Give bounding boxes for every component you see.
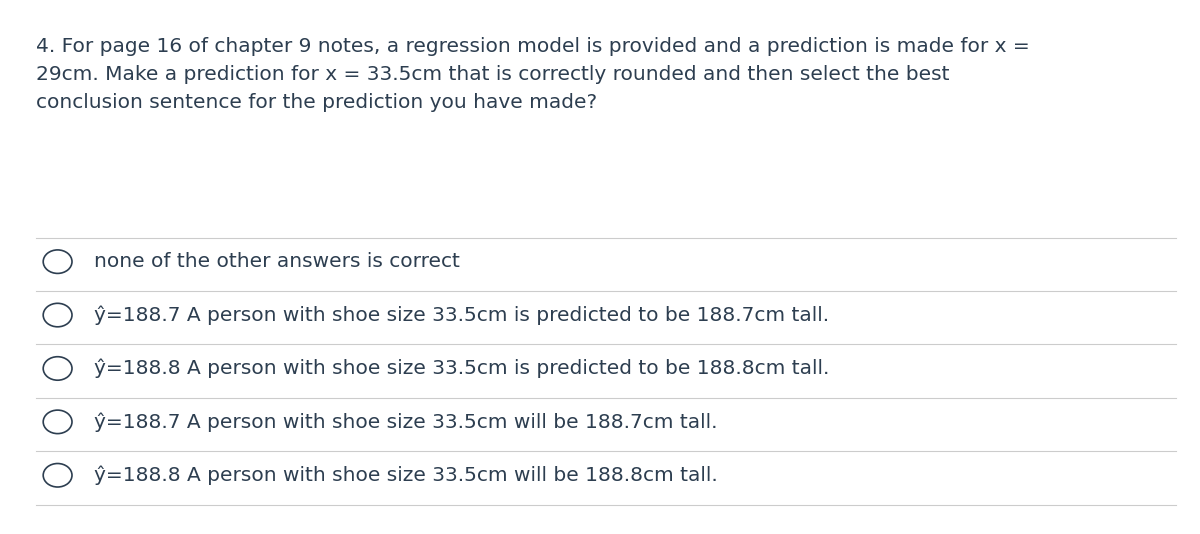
Text: ŷ=188.8 A person with shoe size 33.5cm is predicted to be 188.8cm tall.: ŷ=188.8 A person with shoe size 33.5cm …	[94, 359, 829, 378]
Text: none of the other answers is correct: none of the other answers is correct	[94, 252, 460, 271]
Text: ŷ=188.7 A person with shoe size 33.5cm will be 188.7cm tall.: ŷ=188.7 A person with shoe size 33.5cm …	[94, 412, 718, 431]
Text: 4. For page 16 of chapter 9 notes, a regression model is provided and a predicti: 4. For page 16 of chapter 9 notes, a reg…	[36, 37, 1030, 112]
Text: ŷ=188.8 A person with shoe size 33.5cm will be 188.8cm tall.: ŷ=188.8 A person with shoe size 33.5cm …	[94, 466, 718, 485]
Text: ŷ=188.7 A person with shoe size 33.5cm is predicted to be 188.7cm tall.: ŷ=188.7 A person with shoe size 33.5cm …	[94, 305, 829, 325]
